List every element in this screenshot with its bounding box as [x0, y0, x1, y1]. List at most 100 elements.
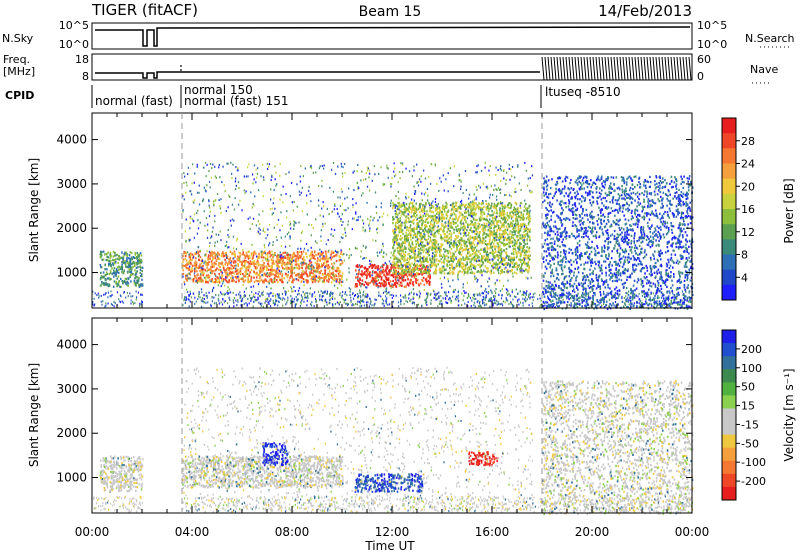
data-cell [415, 210, 418, 214]
data-cell [109, 251, 112, 254]
data-cell [394, 276, 397, 279]
data-cell [412, 270, 415, 273]
data-cell [121, 271, 124, 274]
data-cell [515, 235, 518, 238]
data-cell [197, 258, 200, 261]
data-cell [281, 273, 284, 276]
data-cell [527, 248, 530, 251]
nave-dotted-trace [180, 65, 182, 71]
data-cell [310, 266, 313, 269]
data-cell [128, 264, 130, 267]
data-cell [496, 222, 498, 225]
data-cell [284, 251, 287, 254]
data-cell [644, 272, 646, 275]
data-cell [402, 279, 405, 282]
cpid-label: CPID [5, 89, 34, 102]
data-cell [323, 261, 326, 264]
data-cell [407, 239, 409, 242]
data-cell [646, 279, 649, 282]
data-cell [474, 214, 477, 217]
nave-oscillation-line [574, 56, 578, 81]
data-cell [245, 272, 248, 275]
data-cell [498, 251, 501, 254]
data-cell [414, 253, 416, 256]
data-cell [464, 242, 467, 245]
data-cell [139, 265, 141, 268]
data-cell [633, 234, 636, 237]
data-cell [210, 270, 213, 273]
data-cell [669, 209, 672, 213]
data-cell [507, 233, 509, 236]
data-cell [669, 264, 672, 267]
data-cell [490, 220, 493, 223]
data-cell [141, 283, 144, 286]
data-cell [122, 258, 124, 261]
data-cell [389, 284, 391, 287]
data-cell [630, 218, 633, 221]
data-cell [356, 275, 359, 279]
data-cell [107, 277, 110, 280]
data-cell [517, 231, 519, 234]
data-cell [247, 279, 250, 282]
data-cell [253, 270, 255, 273]
data-cell [122, 271, 125, 274]
data-cell [421, 248, 423, 252]
data-cell [222, 252, 225, 255]
data-cell [215, 268, 217, 271]
data-cell [469, 242, 472, 245]
data-cell [455, 238, 457, 241]
data-cell [120, 266, 123, 269]
data-cell [482, 233, 484, 236]
data-cell [285, 266, 287, 269]
data-cell [226, 267, 228, 270]
data-cell [674, 176, 676, 179]
data-cell [608, 266, 611, 269]
nave-oscillation-line [688, 56, 692, 81]
data-cell [136, 279, 138, 282]
data-cell [199, 275, 202, 278]
data-cell [129, 275, 131, 278]
data-cell [205, 260, 207, 263]
data-cell [136, 276, 139, 279]
data-cell [684, 273, 687, 277]
data-cell [214, 277, 217, 281]
data-cell [291, 280, 293, 284]
data-cell [270, 270, 273, 273]
data-cell [419, 268, 421, 271]
data-cell [667, 194, 669, 198]
data-cell [217, 264, 220, 267]
data-cell [688, 175, 691, 178]
data-cell [599, 269, 602, 272]
radar-title: TIGER (fitACF) [91, 1, 198, 19]
nave-oscillation-line [676, 56, 680, 81]
data-cell [657, 250, 660, 253]
data-cell [466, 244, 468, 248]
data-cell [296, 274, 298, 277]
data-cell [183, 252, 185, 255]
data-cell [392, 261, 394, 264]
data-cell [242, 253, 245, 256]
data-cell [281, 279, 283, 282]
data-cell [262, 269, 265, 272]
data-cell [270, 266, 273, 269]
data-cell [325, 253, 327, 256]
data-cell [528, 204, 531, 208]
data-cell [395, 237, 398, 240]
data-cell [327, 250, 330, 254]
data-cell [401, 284, 403, 287]
data-cell [429, 273, 431, 277]
data-cell [306, 275, 309, 278]
data-cell [283, 261, 286, 265]
data-cell [214, 281, 217, 284]
data-cell [185, 264, 187, 267]
data-cell [129, 264, 131, 268]
data-cell [414, 211, 417, 215]
data-cell [524, 261, 526, 264]
data-cell [253, 259, 256, 263]
data-cell [432, 215, 434, 218]
data-cell [460, 204, 463, 207]
data-cell [496, 228, 499, 232]
data-cell [231, 268, 233, 271]
data-cell [614, 199, 617, 202]
